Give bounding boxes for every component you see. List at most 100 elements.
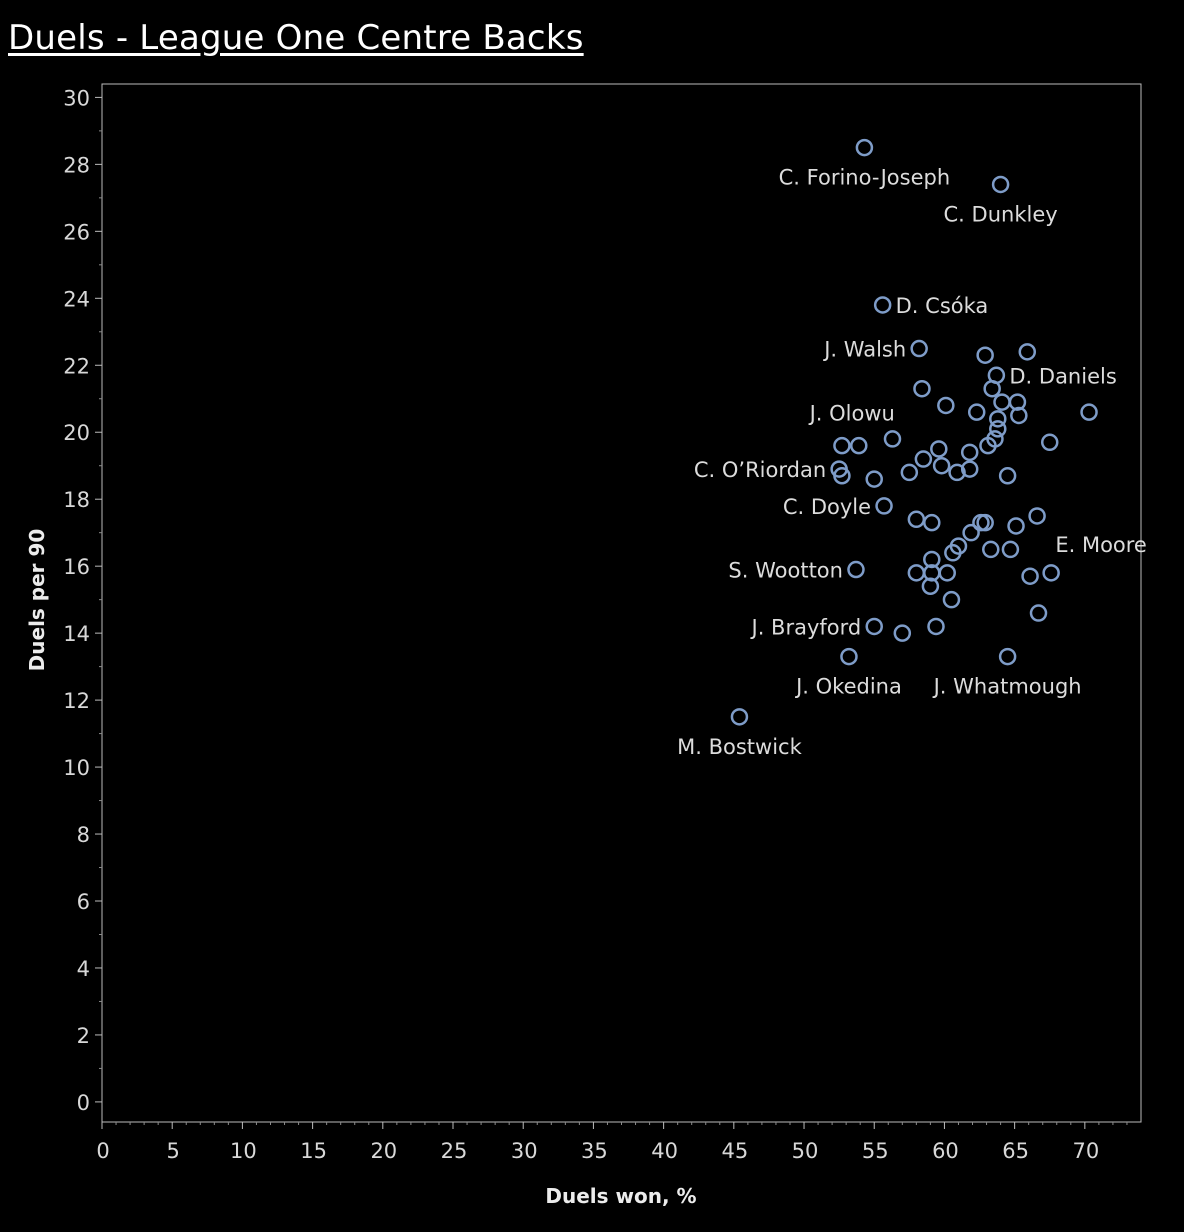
data-point (910, 339, 928, 358)
x-tick-label: 5 (167, 1139, 180, 1163)
point-label: E. Moore (1055, 533, 1147, 557)
x-tick-label: 25 (441, 1139, 468, 1163)
y-tick: 4 (77, 957, 102, 981)
x-tick-label: 65 (1002, 1139, 1029, 1163)
y-tick-label: 28 (63, 153, 90, 177)
data-point (982, 540, 1000, 559)
point-label: D. Csóka (896, 294, 989, 318)
data-point (932, 456, 951, 475)
data-point (930, 440, 948, 458)
x-axis: 0 5 10 15 20 25 30 35 40 45 50 55 60 65 70 (96, 1122, 1128, 1163)
data-point (730, 708, 749, 726)
data-point (913, 379, 931, 398)
data-point (1040, 433, 1059, 452)
data-point (1007, 517, 1025, 535)
x-tick: 10 (230, 1122, 257, 1163)
data-point (1018, 343, 1037, 361)
x-tick-label: 60 (932, 1139, 959, 1163)
point-label: J. Brayford (750, 615, 862, 639)
y-tick-label: 8 (77, 823, 90, 847)
data-point (1042, 564, 1060, 582)
x-tick: 15 (300, 1122, 327, 1163)
x-tick-label: 20 (370, 1139, 397, 1163)
data-point (989, 410, 1007, 428)
x-tick: 60 (932, 1122, 959, 1163)
y-tick-label: 12 (63, 689, 90, 713)
y-tick-label: 0 (77, 1091, 90, 1115)
y-tick-label: 10 (63, 756, 90, 780)
point-label: S. Wootton (728, 559, 843, 583)
data-point (942, 590, 961, 609)
data-point (921, 577, 940, 596)
x-tick: 65 (1002, 1122, 1029, 1163)
y-tick: 12 (63, 689, 102, 713)
point-label: M. Bostwick (677, 735, 802, 759)
y-tick: 20 (63, 421, 102, 445)
x-tick-label: 30 (511, 1139, 538, 1163)
x-tick-label: 55 (862, 1139, 889, 1163)
point-labels: C. Forino-Joseph C. Dunkley D. Csóka J. Wal… (677, 166, 1147, 759)
data-point (979, 436, 997, 455)
data-point (865, 470, 883, 488)
y-tick-label: 14 (63, 622, 90, 646)
x-tick: 20 (370, 1122, 397, 1163)
y-tick: 6 (77, 890, 102, 914)
y-tick-label: 16 (63, 555, 90, 579)
data-point (1029, 604, 1048, 622)
data-point (833, 436, 851, 455)
y-tick: 22 (63, 354, 102, 378)
data-point (914, 450, 933, 468)
point-label: C. O’Riordan (694, 458, 826, 482)
data-point (948, 463, 966, 482)
x-tick-label: 10 (230, 1139, 257, 1163)
data-point (875, 497, 893, 515)
data-point (865, 617, 883, 636)
x-tick: 50 (792, 1122, 818, 1163)
y-tick: 26 (63, 220, 102, 244)
data-point (850, 436, 868, 455)
x-tick: 0 (96, 1122, 110, 1163)
x-tick: 70 (1072, 1122, 1099, 1163)
y-tick-label: 2 (77, 1024, 90, 1048)
data-point (976, 346, 994, 364)
y-tick: 16 (63, 555, 102, 579)
data-point (983, 379, 1001, 398)
point-label: J. Olowu (808, 401, 895, 425)
data-point (991, 175, 1010, 194)
data-point (1028, 507, 1046, 525)
data-point (927, 617, 945, 636)
x-tick-label: 40 (651, 1139, 678, 1163)
x-tick-label: 35 (581, 1139, 608, 1163)
y-tick: 24 (63, 287, 102, 311)
point-label: D. Daniels (1009, 364, 1116, 388)
data-point (900, 463, 919, 482)
x-tick: 35 (581, 1122, 608, 1163)
point-label: C. Doyle (783, 495, 871, 519)
x-tick: 5 (167, 1122, 180, 1163)
data-point (893, 624, 912, 642)
chart-title: Duels - League One Centre Backs (8, 18, 584, 58)
data-points (730, 138, 1098, 726)
point-label: C. Dunkley (944, 202, 1058, 226)
data-point (1008, 393, 1027, 411)
data-point (855, 138, 874, 157)
data-point (960, 460, 979, 478)
y-tick-label: 6 (77, 890, 90, 914)
data-point (938, 564, 956, 582)
y-tick: 2 (77, 1024, 102, 1048)
x-tick-label: 0 (96, 1139, 109, 1163)
data-point (993, 393, 1011, 411)
data-point (883, 430, 902, 448)
y-tick: 10 (63, 756, 102, 780)
x-tick-label: 45 (721, 1139, 748, 1163)
y-axis-title: Duels per 90 (25, 529, 49, 672)
data-point (1080, 403, 1098, 421)
y-tick: 14 (63, 622, 102, 646)
x-tick: 30 (511, 1122, 538, 1163)
data-point (1021, 567, 1039, 585)
data-point (1001, 540, 1020, 559)
y-tick-label: 24 (63, 287, 90, 311)
y-tick: 30 (63, 86, 102, 110)
